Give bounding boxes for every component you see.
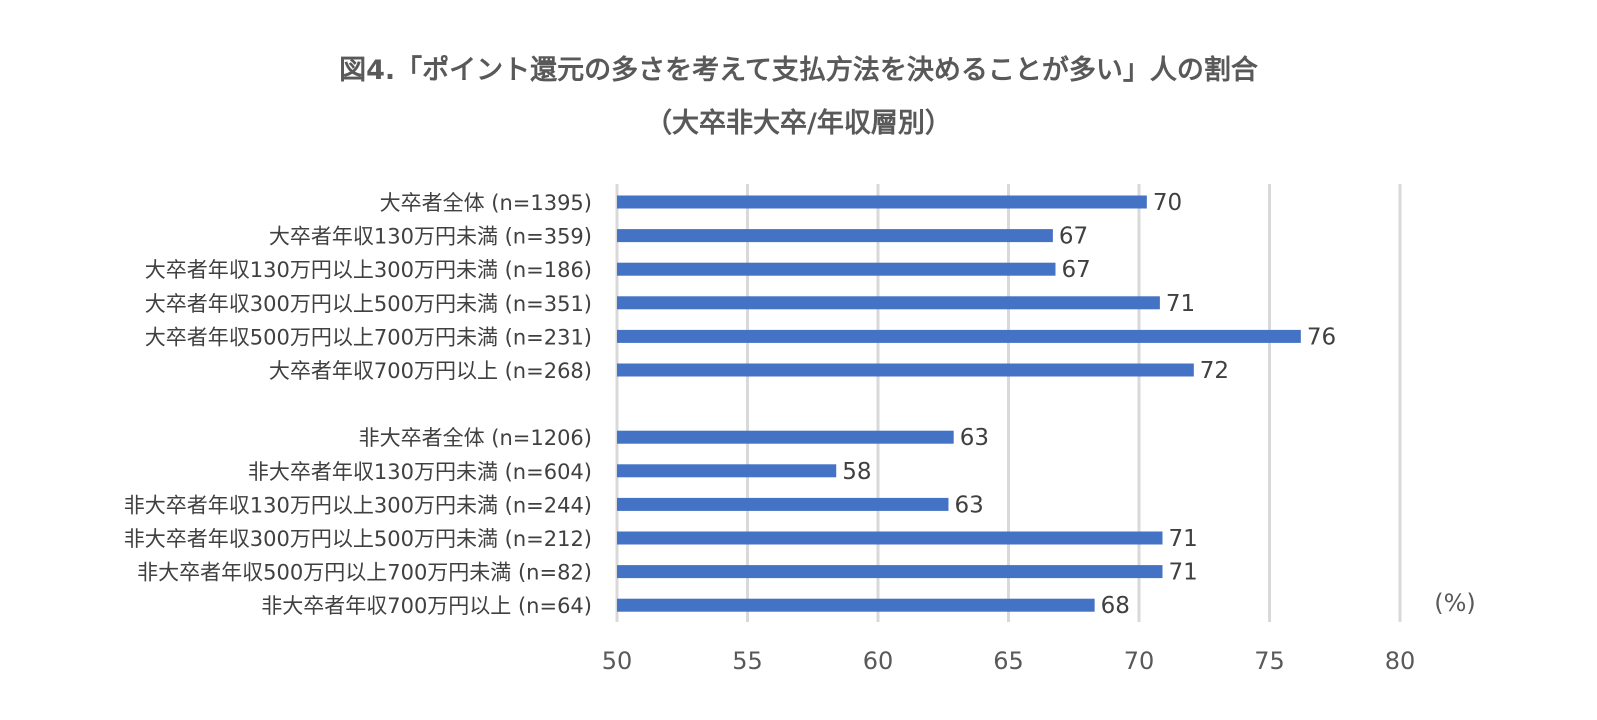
bar bbox=[617, 598, 1095, 612]
category-label: 非大卒者年収500万円以上700万円未満 (n=82) bbox=[137, 561, 592, 585]
chart-title: 図4.「ポイント還元の多さを考えて支払方法を決めることが多い」人の割合 bbox=[339, 55, 1258, 86]
x-tick-label: 80 bbox=[1385, 647, 1416, 675]
category-label: 非大卒者年収130万円未満 (n=604) bbox=[248, 460, 592, 484]
bar bbox=[617, 363, 1194, 377]
x-tick-label: 70 bbox=[1124, 647, 1155, 675]
data-label: 71 bbox=[1166, 291, 1195, 317]
category-label: 大卒者年収130万円未満 (n=359) bbox=[269, 225, 592, 249]
bar bbox=[617, 296, 1160, 310]
data-label: 67 bbox=[1061, 257, 1090, 283]
gridlines bbox=[615, 184, 1402, 622]
x-tick-label: 60 bbox=[863, 647, 894, 675]
category-labels: 大卒者全体 (n=1395) 大卒者年収130万円未満 (n=359) 大卒者年収1… bbox=[124, 191, 592, 618]
category-label: 大卒者年収300万円以上500万円未満 (n=351) bbox=[145, 292, 592, 316]
x-tick-labels: 50 55 60 65 70 75 80 bbox=[602, 647, 1416, 675]
bar bbox=[617, 497, 949, 511]
category-label: 大卒者全体 (n=1395) bbox=[380, 191, 592, 215]
category-label: 大卒者年収700万円以上 (n=268) bbox=[269, 359, 592, 383]
x-tick-label: 75 bbox=[1254, 647, 1285, 675]
bar bbox=[617, 565, 1163, 579]
x-tick-label: 65 bbox=[993, 647, 1024, 675]
category-label: 非大卒者年収300万円以上500万円未満 (n=212) bbox=[124, 527, 592, 551]
x-tick-label: 50 bbox=[602, 647, 633, 675]
category-label: 大卒者年収500万円以上700万円未満 (n=231) bbox=[145, 325, 592, 349]
data-label: 71 bbox=[1168, 560, 1197, 586]
data-labels: 70 67 67 71 76 72 63 58 63 71 71 68 bbox=[842, 190, 1336, 619]
x-tick-label: 55 bbox=[732, 647, 763, 675]
chart-subtitle: （大卒非大卒/年収層別） bbox=[645, 108, 952, 139]
bar bbox=[617, 430, 954, 444]
category-label: 非大卒者年収130万円以上300万円未満 (n=244) bbox=[124, 493, 592, 517]
data-label: 68 bbox=[1101, 593, 1130, 619]
category-label: 非大卒者年収700万円以上 (n=64) bbox=[261, 594, 592, 618]
unit-label: (%) bbox=[1434, 589, 1476, 617]
bar bbox=[617, 262, 1056, 276]
bar bbox=[617, 464, 837, 478]
data-label: 67 bbox=[1059, 224, 1088, 250]
data-label: 71 bbox=[1168, 526, 1197, 552]
bar bbox=[617, 531, 1163, 545]
bar bbox=[617, 329, 1301, 343]
data-label: 63 bbox=[960, 425, 989, 451]
category-label: 非大卒者全体 (n=1206) bbox=[359, 426, 592, 450]
data-label: 58 bbox=[842, 459, 871, 485]
data-label: 72 bbox=[1200, 358, 1229, 384]
data-label: 70 bbox=[1153, 190, 1182, 216]
bar bbox=[617, 229, 1053, 243]
category-label: 大卒者年収130万円以上300万円未満 (n=186) bbox=[145, 258, 592, 282]
bars bbox=[617, 195, 1301, 612]
bar bbox=[617, 195, 1147, 209]
data-label: 63 bbox=[954, 492, 983, 518]
data-label: 76 bbox=[1307, 324, 1336, 350]
